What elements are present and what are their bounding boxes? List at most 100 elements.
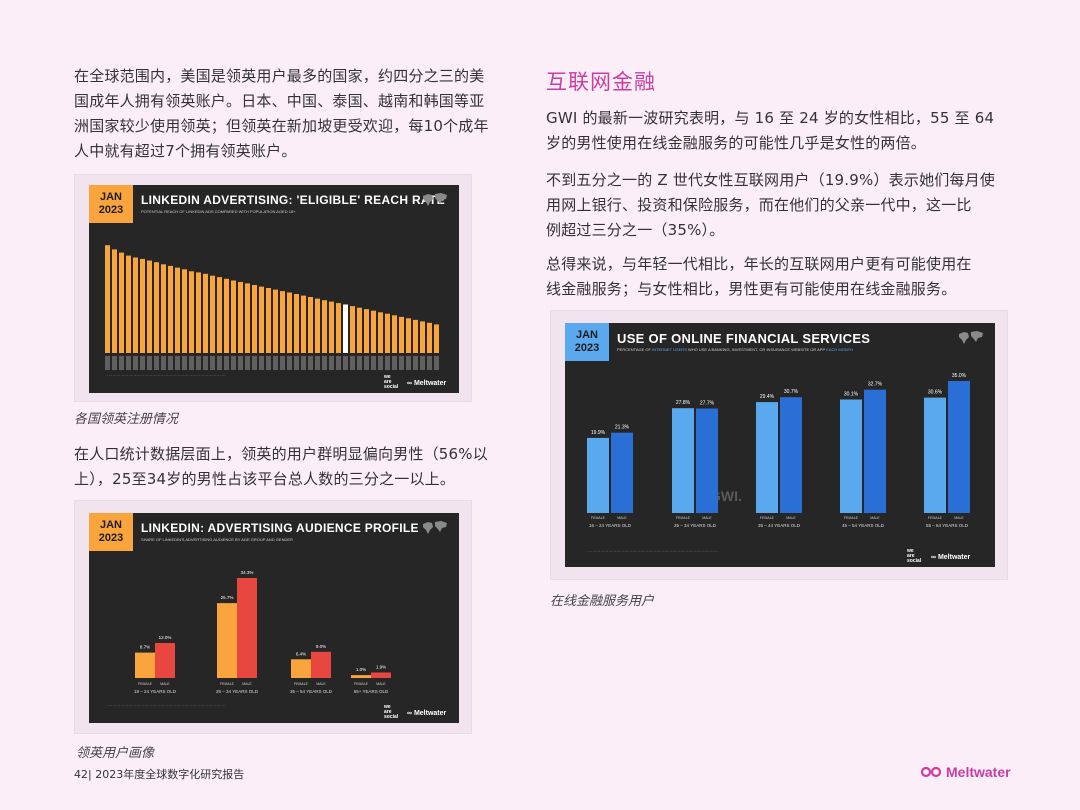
reach-bar: [273, 289, 278, 353]
chart-title: LINKEDIN: ADVERTISING AUDIENCE PROFILE: [141, 521, 419, 535]
country-label: [371, 356, 376, 370]
we-are-social-logo: we are social: [384, 374, 399, 390]
male-bar: [864, 389, 886, 513]
gender-label: MALE: [242, 682, 252, 686]
reach-bar: [371, 310, 376, 353]
gender-label: MALE: [617, 516, 627, 520]
bar-value-label: 35.0%: [952, 373, 967, 379]
date-badge: JAN 2023: [565, 323, 609, 361]
gender-label: FEMALE: [760, 516, 775, 520]
age-group-label: 18 – 24 YEARS OLD: [134, 689, 177, 694]
country-label: [245, 356, 250, 370]
chart-subtitle: PERCENTAGE OF INTERNET USERS WHO USE A B…: [617, 347, 854, 352]
country-label: [427, 356, 432, 370]
reach-bar: [224, 278, 229, 353]
country-label: [301, 356, 306, 370]
reach-bar: [399, 316, 404, 353]
country-label: [280, 356, 285, 370]
country-label: [420, 356, 425, 370]
male-bar: [371, 672, 391, 678]
country-label: [119, 356, 124, 370]
country-label: [378, 356, 383, 370]
country-label: [168, 356, 173, 370]
meltwater-brand: ∞ Meltwater: [407, 380, 447, 387]
female-bar: [924, 397, 946, 513]
male-bar: [948, 381, 970, 513]
caption-financial-services: 在线金融服务用户: [550, 594, 655, 609]
reach-bar: [147, 260, 152, 353]
country-label: [308, 356, 313, 370]
chart-title: USE OF ONLINE FINANCIAL SERVICES: [617, 331, 871, 346]
date-badge: JAN 2023: [89, 513, 133, 551]
gender-label: FEMALE: [354, 682, 369, 686]
chart-title: LINKEDIN ADVERTISING: 'ELIGIBLE' REACH R…: [141, 193, 445, 207]
reach-bar: [196, 272, 201, 353]
country-label: [294, 356, 299, 370]
caption-reach-rate: 各国领英注册情况: [74, 412, 179, 427]
reach-bar: [434, 324, 439, 353]
chart-card-financial-services: JAN 2023 USE OF ONLINE FINANCIAL SERVICES…: [550, 310, 1008, 580]
country-label: [224, 356, 229, 370]
gender-label: FEMALE: [844, 516, 859, 520]
bar-value-label: 29.4%: [760, 394, 775, 400]
section-title: 互联网金融: [546, 70, 656, 94]
chart-source-note: ········································…: [587, 549, 719, 554]
female-bar: [135, 652, 155, 678]
reach-bar: [280, 291, 285, 353]
country-label: [175, 356, 180, 370]
world-map-icon: [423, 193, 447, 206]
reach-bar: [203, 273, 208, 353]
chart-audience-profile: JAN 2023 LINKEDIN: ADVERTISING AUDIENCE P…: [89, 513, 459, 723]
reach-bar: [189, 271, 194, 353]
chart-card-reach-rate: JAN 2023 LINKEDIN ADVERTISING: 'ELIGIBLE'…: [74, 174, 472, 402]
reach-bar: [119, 252, 124, 353]
reach-bar: [154, 262, 159, 353]
reach-bar: [294, 294, 299, 353]
country-label: [350, 356, 355, 370]
country-label: [392, 356, 397, 370]
country-label: [259, 356, 264, 370]
chart-financial-services: JAN 2023 USE OF ONLINE FINANCIAL SERVICES…: [565, 323, 995, 567]
country-label: [126, 356, 131, 370]
gender-label: MALE: [870, 516, 880, 520]
reach-bar: [357, 307, 362, 353]
reach-bar: [413, 319, 418, 353]
reach-bar: [329, 301, 334, 353]
bar-value-label: 30.7%: [784, 389, 799, 395]
age-group-label: 35 – 44 YEARS OLD: [758, 523, 801, 528]
gender-label: FEMALE: [591, 516, 606, 520]
meltwater-brand: ∞ Meltwater: [931, 554, 971, 561]
reach-bar: [112, 249, 117, 353]
female-bar: [756, 402, 778, 513]
female-bar: [840, 399, 862, 513]
reach-bar: [252, 285, 257, 353]
reach-bar: [217, 277, 222, 353]
finance-paragraph-3: 总得来说，与年轻一代相比，年长的互联网用户更有可能使用在 线金融服务；与女性相比…: [546, 255, 972, 298]
date-badge: JAN 2023: [89, 185, 133, 223]
reach-bar: [259, 286, 264, 353]
reach-bar: [126, 255, 131, 353]
country-label: [329, 356, 334, 370]
page-footer: 42| 2023年度全球数字化研究报告: [74, 768, 245, 781]
country-label: [147, 356, 152, 370]
bar-value-label: 27.8%: [676, 400, 691, 406]
country-label: [105, 356, 110, 370]
world-map-icon: [959, 331, 983, 344]
chart-reach-rate: JAN 2023 LINKEDIN ADVERTISING: 'ELIGIBLE'…: [89, 185, 459, 393]
demographics-paragraph: 在人口统计数据层面上，领英的用户群明显偏向男性（56%以 上），25至34岁的男…: [74, 445, 488, 488]
country-label: [238, 356, 243, 370]
we-are-social-logo: we are social: [384, 704, 399, 720]
country-label: [266, 356, 271, 370]
gender-label: MALE: [954, 516, 964, 520]
chart-source-note: ········································…: [107, 373, 226, 378]
female-bar: [587, 437, 609, 513]
reach-bar: [161, 264, 166, 353]
country-label: [189, 356, 194, 370]
country-label: [413, 356, 418, 370]
bar-value-label: 27.7%: [700, 401, 715, 407]
reach-bar: [245, 283, 250, 353]
audience-profile-bars: 8.7% FEMALE 12.0% MALE 18 – 24 YEARS OLD 25.7…: [134, 570, 391, 694]
reach-bar: [301, 295, 306, 353]
country-label: [399, 356, 404, 370]
